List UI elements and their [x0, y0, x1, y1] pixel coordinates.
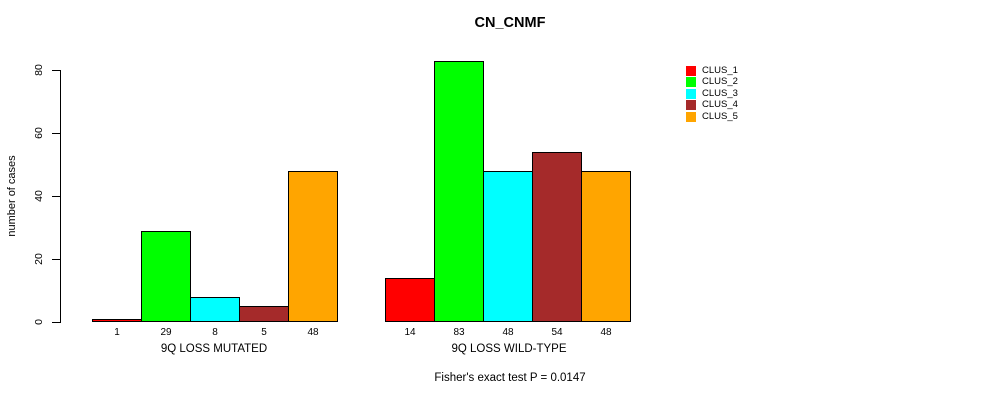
bar-value-label: 54: [551, 327, 563, 338]
legend: CLUS_1 CLUS_2 CLUS_3 CLUS_4 CLUS_5: [686, 66, 738, 123]
bar-value-label: 83: [453, 327, 465, 338]
y-axis-tick-label: 40: [33, 190, 45, 202]
y-axis-tick: [52, 133, 60, 134]
legend-swatch: [686, 88, 696, 99]
legend-item-clus_5: CLUS_5: [686, 110, 738, 122]
bar-clus_2-group2: [434, 60, 484, 322]
legend-swatch: [686, 66, 696, 76]
legend-item-clus_1: CLUS_1: [686, 66, 738, 76]
y-axis-tick-label: 80: [33, 64, 45, 76]
legend-swatch: [686, 100, 696, 111]
legend-label: CLUS_5: [702, 110, 738, 122]
legend-item-clus_3: CLUS_3: [686, 87, 738, 99]
bar-value-label: 29: [160, 327, 172, 338]
bar-value-label: 5: [261, 327, 267, 338]
bar-clus_5-group1: [288, 170, 338, 322]
bar-clus_5-group2: [581, 170, 631, 322]
x-group-label-wildtype: 9Q LOSS WILD-TYPE: [451, 343, 567, 355]
y-axis-tick: [52, 322, 60, 323]
y-axis-label: number of cases: [6, 155, 18, 237]
legend-label: CLUS_2: [702, 76, 738, 88]
y-axis-line: [60, 70, 61, 323]
fisher-test-annotation: Fisher's exact test P = 0.0147: [434, 372, 586, 384]
legend-item-clus_4: CLUS_4: [686, 99, 738, 111]
y-axis-tick: [52, 259, 60, 260]
legend-swatch: [686, 77, 696, 88]
bar-value-label: 48: [600, 327, 612, 338]
bar-value-label: 8: [212, 327, 218, 338]
y-axis-tick-label: 20: [33, 253, 45, 265]
bar-value-label: 48: [307, 327, 319, 338]
bar-clus_1-group1: [92, 318, 142, 322]
legend-label: CLUS_4: [702, 99, 738, 111]
bar-clus_3-group2: [483, 170, 533, 322]
bar-clus_4-group1: [239, 306, 289, 322]
legend-label: CLUS_1: [702, 65, 738, 76]
y-axis-tick: [52, 196, 60, 197]
bar-clus_4-group2: [532, 151, 582, 322]
y-axis-tick: [52, 70, 60, 71]
y-axis-tick-label: 60: [33, 127, 45, 139]
bar-clus_1-group2: [385, 277, 435, 322]
y-axis-tick-label: 0: [33, 319, 45, 325]
bar-clus_3-group1: [190, 296, 240, 322]
legend-label: CLUS_3: [702, 87, 738, 99]
legend-swatch: [686, 111, 696, 122]
bar-value-label: 48: [502, 327, 514, 338]
bar-value-label: 14: [404, 327, 416, 338]
bar-clus_2-group1: [141, 230, 191, 322]
chart-title: CN_CNMF: [474, 15, 546, 31]
x-group-label-mutated: 9Q LOSS MUTATED: [160, 343, 268, 355]
legend-item-clus_2: CLUS_2: [686, 76, 738, 88]
bar-value-label: 1: [114, 327, 120, 338]
